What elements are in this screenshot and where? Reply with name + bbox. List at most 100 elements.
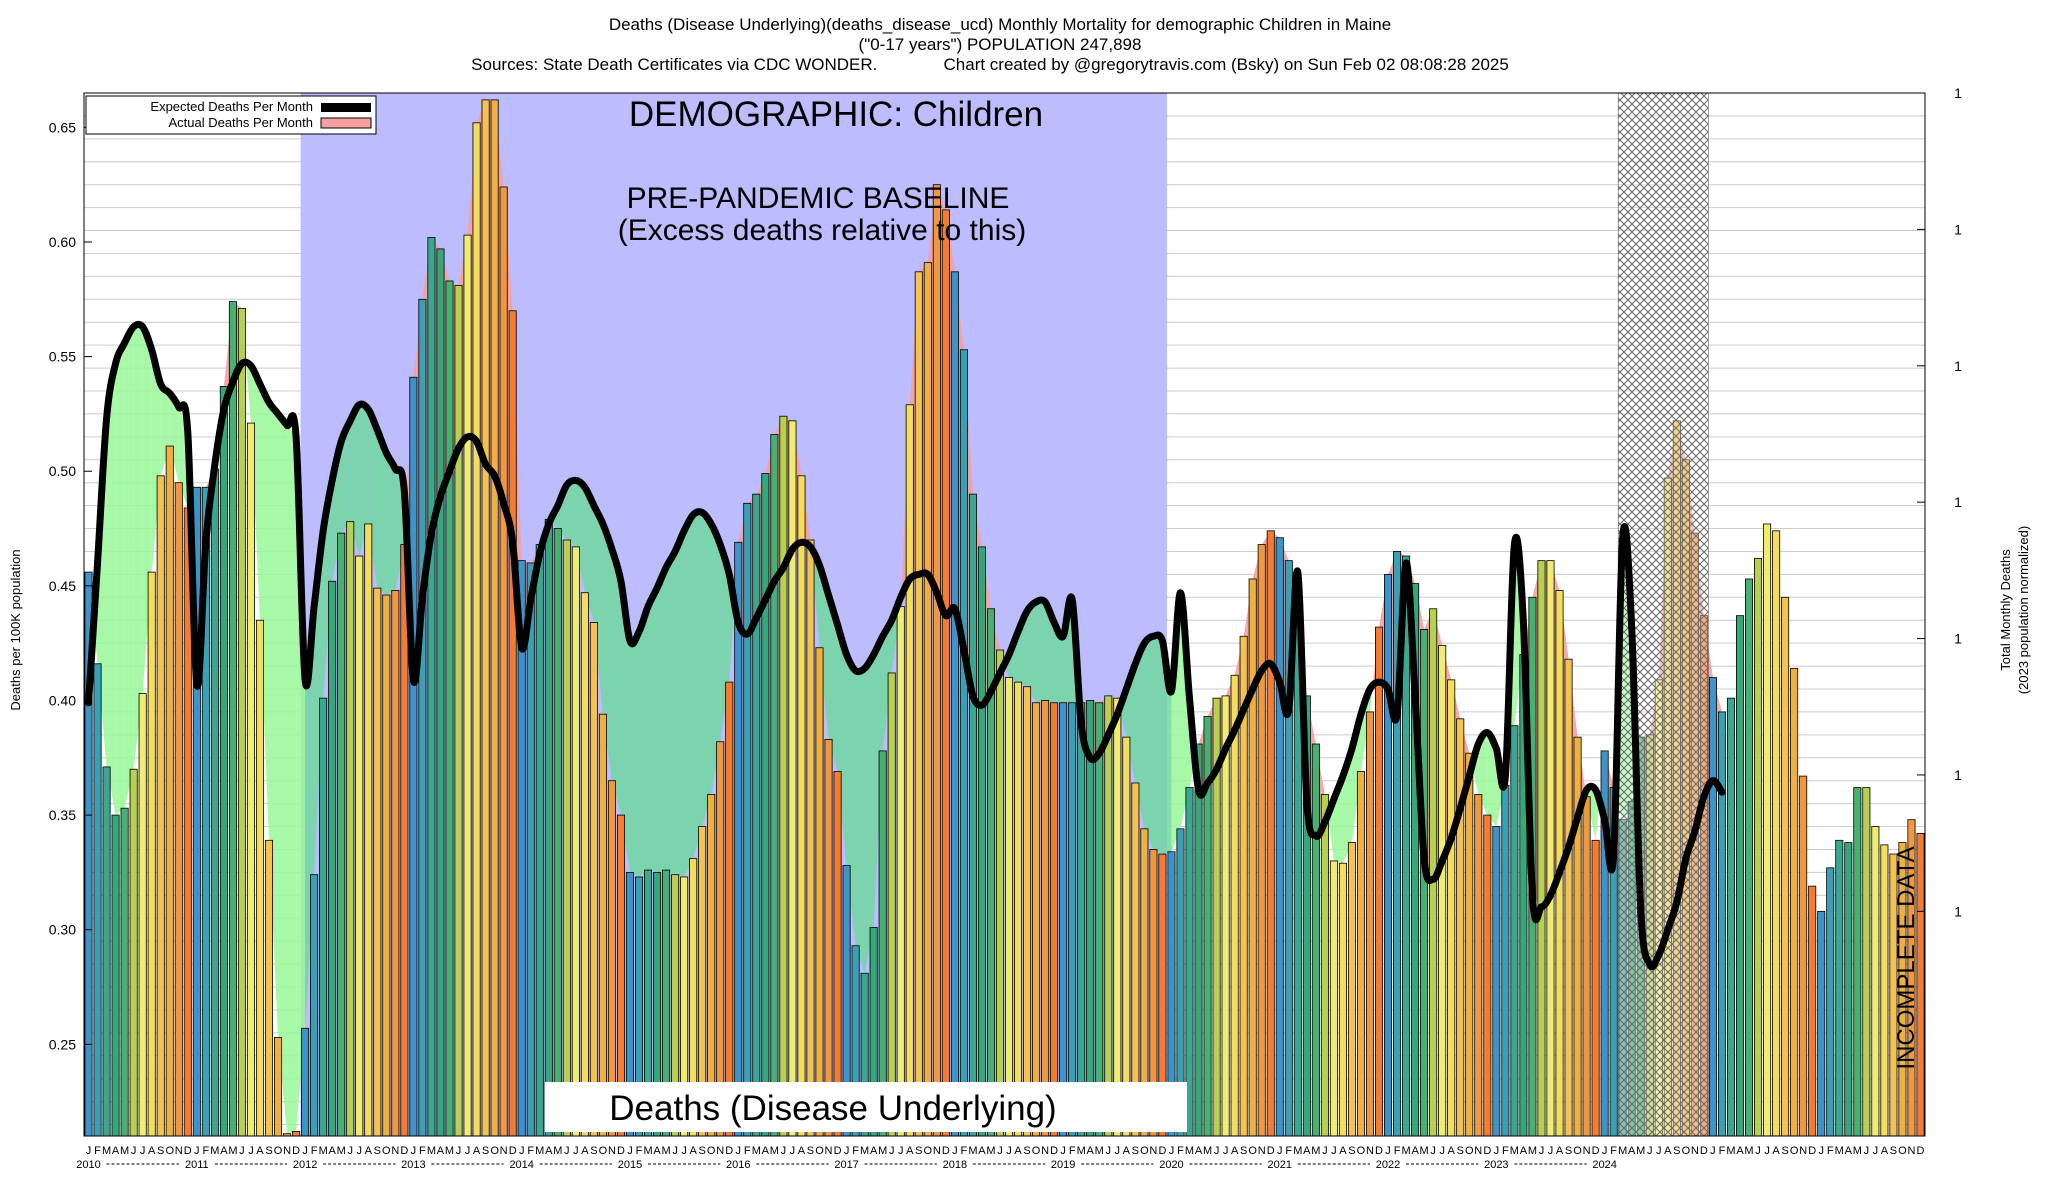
bar	[1194, 743, 1203, 1137]
year-label: 2013	[401, 1159, 425, 1171]
month-label: M	[643, 1145, 652, 1157]
month-label: J	[1864, 1145, 1870, 1157]
deficit-area	[702, 512, 712, 827]
month-label: A	[365, 1145, 373, 1157]
bar	[959, 349, 968, 1137]
month-label: J	[681, 1145, 687, 1157]
month-label: M	[337, 1145, 346, 1157]
bar	[219, 386, 228, 1137]
month-label: A	[689, 1145, 697, 1157]
bar	[1591, 839, 1600, 1137]
bar	[1077, 702, 1086, 1137]
baseline-sublabel: (Excess deaths relative to this)	[618, 214, 1027, 247]
bar	[1546, 560, 1555, 1137]
month-label: D	[834, 1145, 842, 1157]
bar	[373, 587, 382, 1137]
deficit-area	[115, 342, 125, 816]
month-label: F	[1069, 1145, 1076, 1157]
baseline-label: PRE-PANDEMIC BASELINE	[627, 182, 1010, 215]
month-label: F	[94, 1145, 101, 1157]
bar	[1510, 725, 1519, 1137]
month-label: A	[1014, 1145, 1022, 1157]
bar	[1266, 530, 1275, 1137]
y-tick-label: 0.25	[49, 1036, 76, 1052]
bar	[1329, 860, 1338, 1137]
month-label: J	[248, 1145, 254, 1157]
bar	[905, 404, 914, 1137]
month-label: N	[175, 1145, 183, 1157]
month-label: D	[617, 1145, 625, 1157]
deficit-area	[151, 349, 161, 573]
bar	[1113, 697, 1122, 1137]
month-label: A	[112, 1145, 120, 1157]
month-label: J	[790, 1145, 796, 1157]
axis-ticks: 0.25 0.30 0.35 0.40 0.45 0.50 0.55 0.60 0.65 1 1 1 1…	[49, 85, 1962, 1171]
month-label: O	[1573, 1145, 1582, 1157]
y-tick-label: 0.30	[49, 922, 76, 938]
month-label: A	[545, 1145, 553, 1157]
year-label: 2020	[1159, 1159, 1183, 1171]
month-label: J	[1755, 1145, 1761, 1157]
bar	[1365, 711, 1375, 1137]
month-label: A	[762, 1145, 770, 1157]
month-label: F	[961, 1145, 968, 1157]
month-label: D	[1917, 1145, 1925, 1157]
month-label: M	[445, 1145, 454, 1157]
bar	[833, 771, 842, 1137]
bar	[761, 473, 770, 1137]
bar	[427, 237, 436, 1137]
bar	[409, 376, 418, 1137]
month-label: S	[1781, 1145, 1788, 1157]
deficit-area	[305, 606, 315, 1029]
axes	[83, 92, 1926, 1137]
bar	[562, 539, 571, 1137]
bar	[1023, 686, 1032, 1137]
month-label: M	[427, 1145, 436, 1157]
bar	[1320, 794, 1329, 1137]
deficit-area	[566, 480, 576, 547]
month-label: A	[256, 1145, 264, 1157]
month-label: M	[319, 1145, 328, 1157]
y2-tick-label: 1	[1954, 358, 1962, 374]
bar	[120, 807, 129, 1137]
month-label: S	[699, 1145, 706, 1157]
deficit-area	[1045, 601, 1055, 703]
bar	[1465, 752, 1474, 1137]
deficit-area	[368, 409, 378, 589]
bar	[1564, 658, 1573, 1137]
bar	[237, 308, 246, 1137]
month-label: A	[1448, 1145, 1456, 1157]
month-label: S	[1673, 1145, 1680, 1157]
bar	[1817, 910, 1826, 1137]
deficit-area	[873, 636, 883, 928]
month-label: O	[274, 1145, 283, 1157]
bar	[788, 420, 797, 1137]
month-label: J	[1647, 1145, 1653, 1157]
month-label: A	[220, 1145, 228, 1157]
month-label: A	[1195, 1145, 1203, 1157]
month-label: M	[878, 1145, 887, 1157]
bar	[174, 482, 183, 1137]
month-label: O	[1248, 1145, 1257, 1157]
month-label: J	[1331, 1145, 1337, 1157]
bar	[968, 493, 977, 1137]
bar	[1086, 700, 1095, 1137]
bar	[1853, 787, 1862, 1137]
year-label: 2021	[1268, 1159, 1292, 1171]
bar	[950, 271, 959, 1137]
y2-tick-label: 1	[1954, 494, 1962, 510]
month-label: O	[1032, 1145, 1041, 1157]
y-axis-right-label-1: Total Monthly Deaths	[1998, 549, 2013, 671]
month-label: J	[86, 1145, 92, 1157]
month-label: J	[1818, 1145, 1824, 1157]
deficit-area	[350, 404, 360, 557]
deficit-area	[828, 595, 838, 772]
bar	[1032, 702, 1041, 1137]
month-label: A	[870, 1145, 878, 1157]
deficit-area	[259, 384, 270, 841]
bar	[1871, 826, 1880, 1137]
month-label: J	[356, 1145, 362, 1157]
deficit-area	[1487, 732, 1497, 827]
bar	[1248, 578, 1257, 1137]
month-label: D	[1483, 1145, 1491, 1157]
